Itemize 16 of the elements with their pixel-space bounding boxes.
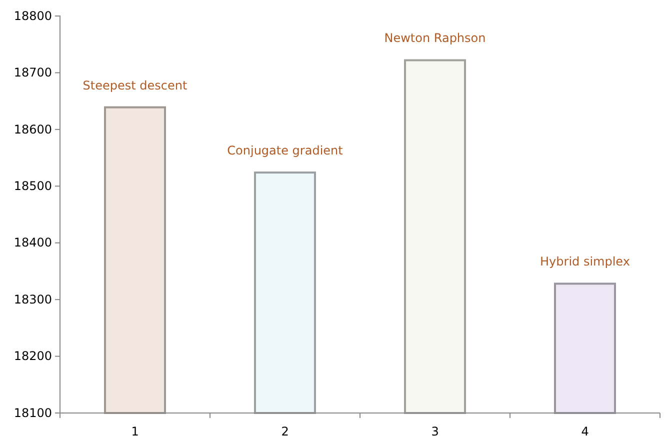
y-tick-label: 18600: [14, 122, 52, 136]
x-tick-label: 4: [581, 424, 589, 439]
x-tick-label: 2: [281, 424, 289, 439]
annotation: Newton Raphson: [384, 31, 486, 46]
y-tick-label: 18300: [14, 292, 52, 306]
y-tick-label: 18100: [14, 406, 52, 420]
y-tick-label: 18700: [14, 66, 52, 80]
y-tick-label: 18200: [14, 349, 52, 364]
x-tick-label: 3: [431, 424, 439, 439]
annotation: Hybrid simplex: [540, 254, 630, 269]
y-tick-label: 18800: [14, 8, 52, 23]
y-tick-label: 18500: [14, 178, 52, 193]
x-tick-label: 1: [131, 424, 139, 439]
annotation: Conjugate gradient: [227, 144, 344, 158]
annotation: Steepest descent: [82, 78, 188, 92]
y-tick-label: 18400: [14, 236, 52, 250]
